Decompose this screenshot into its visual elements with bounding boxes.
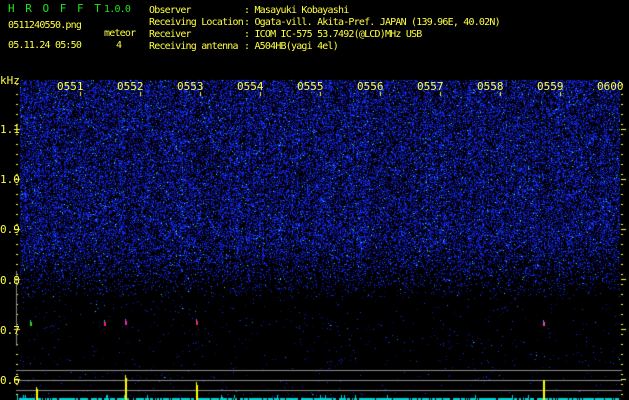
time-label: 0557 — [417, 80, 444, 93]
time-label: 0553 — [177, 80, 204, 93]
time-label: 0551 — [57, 80, 84, 93]
time-label: 0555 — [297, 80, 324, 93]
y-label-1.0: 1.0 — [0, 173, 20, 186]
time-label: 0556 — [357, 80, 384, 93]
info-value-location: : Ogata-vill. Akita-Pref. JAPAN (139.96E… — [244, 17, 501, 28]
y-label-0.6: 0.6 — [0, 374, 20, 387]
info-value-receiver: : ICOM IC-575 53.7492(@LCD)MHz USB — [244, 29, 422, 40]
app-logo: H R O F F T — [8, 2, 103, 15]
time-label: 0558 — [477, 80, 504, 93]
y-label-0.9: 0.9 — [0, 223, 20, 236]
y-label-1.1: 1.1 — [0, 123, 20, 136]
info-label-observer: Observer — [149, 5, 192, 16]
y-label-0.7: 0.7 — [0, 324, 20, 337]
time-label: 0554 — [237, 80, 264, 93]
info-value-antenna: : A504HB(yagi 4el) — [244, 41, 339, 52]
info-label-antenna: Receiving antenna — [149, 41, 239, 52]
time-label: 0559 — [537, 80, 564, 93]
info-label-receiver: Receiver — [149, 29, 192, 40]
y-axis-unit: kHz — [0, 74, 20, 87]
info-label-location: Receiving Location — [149, 17, 244, 28]
datetime: 05.11.24 05:50 — [8, 40, 82, 51]
app-version: 1.0.0 — [104, 4, 131, 15]
time-label: 0600 — [597, 80, 624, 93]
info-value-observer: : Masayuki Kobayashi — [244, 5, 349, 16]
filename: 0511240550.png — [8, 20, 82, 31]
time-label: 0552 — [117, 80, 144, 93]
meteor-label: meteor — [104, 28, 136, 39]
meteor-count: 4 — [116, 40, 122, 51]
y-label-0.8: 0.8 — [0, 274, 20, 287]
